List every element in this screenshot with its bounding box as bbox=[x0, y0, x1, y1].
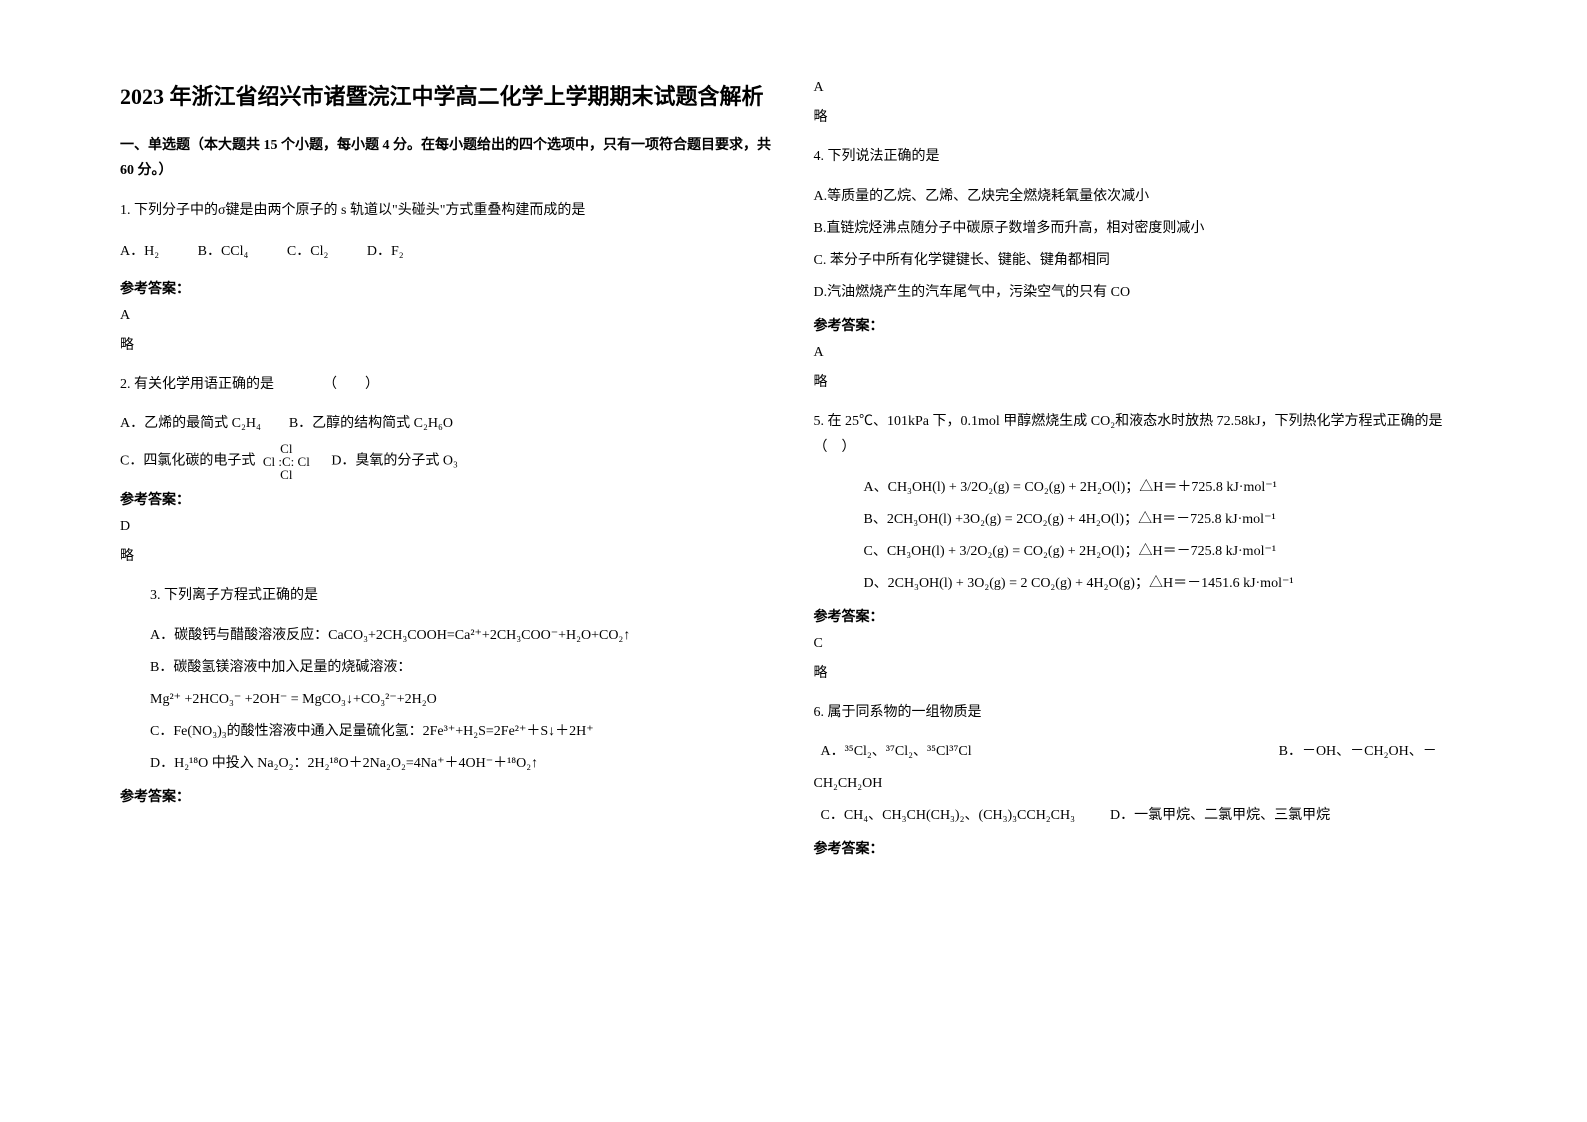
q2-row1: A．乙烯的最简式 C₂H₄ B．乙醇的结构简式 C₂H₆O bbox=[120, 410, 774, 438]
q4-answer: A bbox=[814, 345, 1468, 361]
left-column: 2023 年浙江省绍兴市诸暨浣江中学高二化学上学期期末试题含解析 一、单选题（本… bbox=[100, 80, 794, 1082]
q6-optA: A．³⁵Cl₂、³⁷Cl₂、³⁵Cl³⁷Cl bbox=[821, 744, 972, 759]
q6-optC: C．CH₄、CH₃CH(CH₃)₂、(CH₃)₃CCH₂CH₃ bbox=[821, 808, 1076, 823]
q1-optD: D．F₂ bbox=[367, 244, 404, 259]
q1-omit: 略 bbox=[120, 334, 774, 354]
exam-title: 2023 年浙江省绍兴市诸暨浣江中学高二化学上学期期末试题含解析 bbox=[120, 80, 774, 113]
q2-row2: C．四氯化碳的电子式 Cl Cl :C: Cl Cl D．臭氧的分子式 O₃ bbox=[120, 442, 774, 481]
q1-optB: B．CCl₄ bbox=[198, 244, 249, 259]
q2-omit: 略 bbox=[120, 545, 774, 565]
q3-optA: A．碳酸钙与醋酸溶液反应：CaCO₃+2CH₃COOH=Ca²⁺+2CH₃COO… bbox=[120, 622, 774, 650]
q4-optA: A.等质量的乙烷、乙烯、乙炔完全燃烧耗氧量依次减小 bbox=[814, 183, 1468, 211]
q5-optA: A、CH₃OH(l) + 3/2O₂(g) = CO₂(g) + 2H₂O(l)… bbox=[814, 474, 1468, 502]
q2-optB: B．乙醇的结构简式 C₂H₆O bbox=[289, 416, 453, 431]
section-1-header: 一、单选题（本大题共 15 个小题，每小题 4 分。在每小题给出的四个选项中，只… bbox=[120, 133, 774, 183]
q1-optC: C．Cl₂ bbox=[287, 244, 328, 259]
q4-optC: C. 苯分子中所有化学键键长、键能、键角都相同 bbox=[814, 247, 1468, 275]
q2-optD: D．臭氧的分子式 O₃ bbox=[331, 454, 458, 469]
q4-text: 4. 下列说法正确的是 bbox=[814, 144, 1468, 171]
q2-answer-label: 参考答案： bbox=[120, 489, 774, 509]
q3-optC: C．Fe(NO₃)₃的酸性溶液中通入足量硫化氢：2Fe³⁺+H₂S=2Fe²⁺＋… bbox=[120, 718, 774, 746]
q1-optA: A．H₂ bbox=[120, 244, 159, 259]
q3-answer: A bbox=[814, 80, 1468, 96]
q1-answer: A bbox=[120, 308, 774, 324]
q3-answer-label: 参考答案： bbox=[120, 786, 774, 806]
right-column: A 略 4. 下列说法正确的是 A.等质量的乙烷、乙烯、乙炔完全燃烧耗氧量依次减… bbox=[794, 80, 1488, 1082]
q4-optD: D.汽油燃烧产生的汽车尾气中，污染空气的只有 CO bbox=[814, 279, 1468, 307]
q3-optD: D．H₂¹⁸O 中投入 Na₂O₂：2H₂¹⁸O＋2Na₂O₂=4Na⁺＋4OH… bbox=[120, 750, 774, 778]
q2-text: 2. 有关化学用语正确的是 （ ） bbox=[120, 372, 774, 399]
q1-text: 1. 下列分子中的σ键是由两个原子的 s 轨道以"头碰头"方式重叠构建而成的是 bbox=[120, 198, 774, 225]
q3-omit: 略 bbox=[814, 106, 1468, 126]
q2-answer: D bbox=[120, 519, 774, 535]
q3-optB2: Mg²⁺ +2HCO₃⁻ +2OH⁻ = MgCO₃↓+CO₃²⁻+2H₂O bbox=[120, 686, 774, 714]
q6-answer-label: 参考答案： bbox=[814, 838, 1468, 858]
q5-optD: D、2CH₃OH(l) + 3O₂(g) = 2 CO₂(g) + 4H₂O(g… bbox=[814, 570, 1468, 598]
q5-answer-label: 参考答案： bbox=[814, 606, 1468, 626]
q4-answer-label: 参考答案： bbox=[814, 315, 1468, 335]
q6-optB: B．－OH、－CH₂OH、－ bbox=[1279, 744, 1437, 759]
q3-optB1: B．碳酸氢镁溶液中加入足量的烧碱溶液： bbox=[120, 654, 774, 682]
q6-row1: A．³⁵Cl₂、³⁷Cl₂、³⁵Cl³⁷Cl B．－OH、－CH₂OH、－ bbox=[814, 738, 1468, 766]
lewis-bot: Cl bbox=[263, 468, 310, 481]
q5-answer: C bbox=[814, 636, 1468, 652]
lewis-structure-icon: Cl Cl :C: Cl Cl bbox=[263, 442, 310, 481]
q5-optB: B、2CH₃OH(l) +3O₂(g) = 2CO₂(g) + 4H₂O(l)；… bbox=[814, 506, 1468, 534]
q5-omit: 略 bbox=[814, 662, 1468, 682]
q5-optC: C、CH₃OH(l) + 3/2O₂(g) = CO₂(g) + 2H₂O(l)… bbox=[814, 538, 1468, 566]
q4-optB: B.直链烷烃沸点随分子中碳原子数增多而升高，相对密度则减小 bbox=[814, 215, 1468, 243]
q6-text: 6. 属于同系物的一组物质是 bbox=[814, 700, 1468, 727]
q6-optB-cont: CH₂CH₂OH bbox=[814, 770, 1468, 798]
q1-answer-label: 参考答案： bbox=[120, 278, 774, 298]
q2-optA: A．乙烯的最简式 C₂H₄ bbox=[120, 416, 261, 431]
q3-text: 3. 下列离子方程式正确的是 bbox=[120, 583, 774, 610]
q4-omit: 略 bbox=[814, 371, 1468, 391]
q2-optC: C．四氯化碳的电子式 bbox=[120, 454, 255, 469]
q6-optD: D．一氯甲烷、二氯甲烷、三氯甲烷 bbox=[1110, 808, 1330, 823]
q6-row2: C．CH₄、CH₃CH(CH₃)₂、(CH₃)₃CCH₂CH₃ D．一氯甲烷、二… bbox=[814, 802, 1468, 830]
q5-text: 5. 在 25℃、101kPa 下，0.1mol 甲醇燃烧生成 CO₂和液态水时… bbox=[814, 409, 1468, 462]
q1-options: A．H₂ B．CCl₄ C．Cl₂ D．F₂ bbox=[120, 237, 774, 268]
